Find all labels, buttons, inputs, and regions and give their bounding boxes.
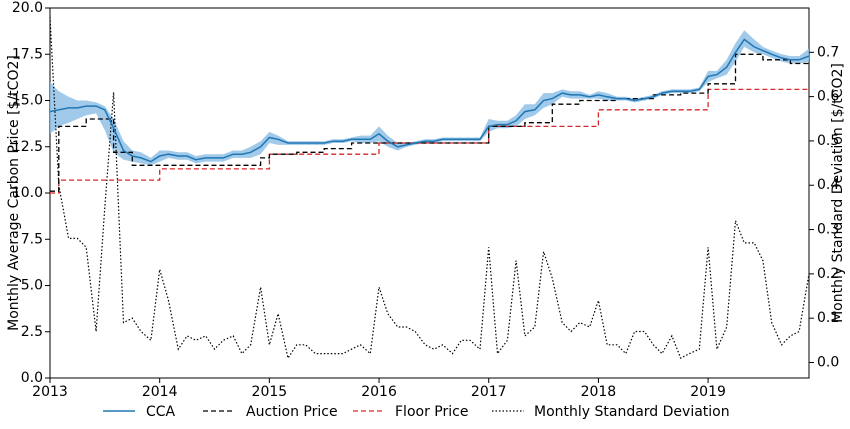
legend-label-cca: CCA [146,404,176,420]
left-axis-tick-label: 17.5 [12,46,43,62]
x-axis-tick-label: 2019 [690,384,726,400]
left-axis-tick-label: 7.5 [21,231,43,247]
right-axis-tick-label: 0.4 [817,177,839,193]
left-axis-tick-label: 0.0 [21,370,43,386]
right-axis-tick-label: 0.3 [817,222,839,238]
right-axis-tick-label: 0.7 [817,44,839,60]
x-axis-tick-label: 2014 [142,384,178,400]
right-axis-tick-label: 0.5 [817,133,839,149]
left-axis-tick-label: 10.0 [12,185,43,201]
right-axis-tick-label: 0.0 [817,354,839,370]
right-axis-tick-label: 0.2 [817,266,839,282]
right-axis: 0.0 0.1 0.2 0.3 0.4 0.5 0.6 0.7 [809,44,839,370]
left-axis-tick-label: 15.0 [12,93,43,109]
auction-price-line [50,53,809,192]
legend-label-auction-price: Auction Price [246,404,338,420]
cca-confidence-band-layer [50,30,809,166]
right-axis-label: Monthly Standard Deviation [$/tCO2] [830,63,846,323]
legend-label-monthly-standard-deviation: Monthly Standard Deviation [534,404,730,420]
left-axis-tick-label: 2.5 [21,324,43,340]
plot-frame [49,7,810,379]
x-axis-tick-label: 2016 [361,384,397,400]
cca-confidence-band [50,30,809,166]
left-axis-tick-label: 12.5 [12,139,43,155]
x-axis-tick-label: 2013 [32,384,68,400]
left-axis-tick-label: 20.0 [12,0,43,16]
cca-line [49,38,810,163]
left-axis-tick-label: 5.0 [21,278,43,294]
left-axis-label: Monthly Average Carbon Price [$/tCO2] [6,55,22,331]
legend: CCA Auction Price Floor Price Monthly St… [103,404,730,420]
legend-label-floor-price: Floor Price [395,404,468,420]
right-axis-tick-label: 0.1 [817,310,839,326]
left-axis: 0.0 2.5 5.0 7.5 10.0 12.5 15.0 17.5 20.0 [12,0,50,386]
x-axis-tick-label: 2015 [252,384,288,400]
x-axis: 2013 2014 2015 2016 2017 2018 2019 [32,378,726,400]
x-axis-tick-label: 2018 [581,384,617,400]
right-axis-tick-label: 0.6 [817,89,839,105]
monthly-standard-deviation-line [49,16,810,360]
x-axis-tick-label: 2017 [471,384,507,400]
series-lines-layer [49,16,810,360]
